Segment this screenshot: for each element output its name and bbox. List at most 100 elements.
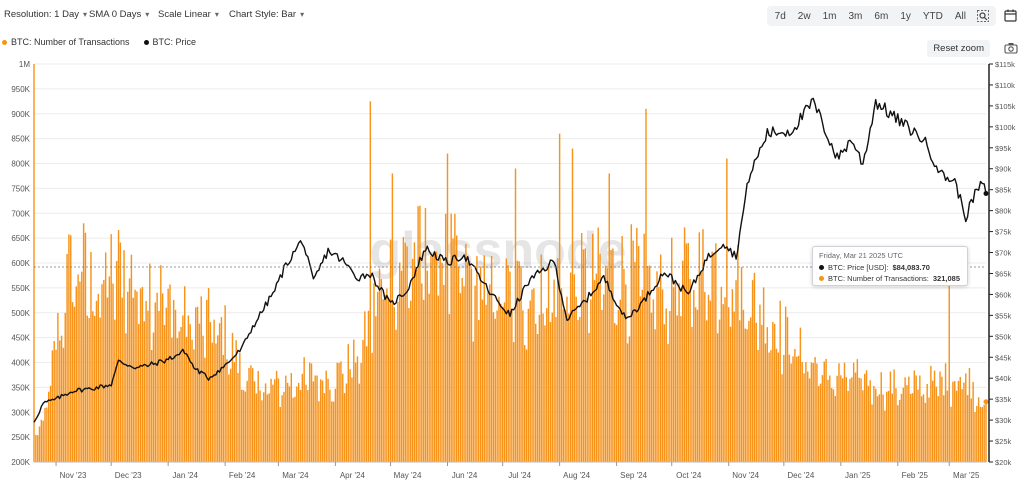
transactions-bar — [614, 323, 616, 462]
transactions-bar — [867, 385, 870, 462]
transactions-bar — [634, 261, 636, 462]
legend-item-transactions[interactable]: BTC: Number of Transactions — [2, 37, 130, 47]
scale-dropdown[interactable]: Scale Linear ▾ — [158, 9, 219, 20]
transactions-bar — [185, 336, 188, 462]
sma-label: SMA 0 Days — [89, 9, 142, 20]
transactions-bar — [779, 300, 781, 462]
transactions-bar — [566, 296, 568, 462]
transactions-bar — [292, 397, 294, 462]
transactions-bar — [579, 316, 581, 462]
y-axis-right: $115k $110k $105k $100k $95k $90k $85k $80k $75k… — [988, 60, 1016, 467]
transactions-bar — [693, 289, 695, 462]
range-3m-button[interactable]: 3m — [848, 10, 863, 22]
transactions-bar — [240, 389, 243, 462]
transactions-bar — [852, 362, 855, 462]
y-right-tick-label: $70k — [995, 249, 1012, 258]
transactions-bar — [297, 382, 300, 462]
transactions-bar — [847, 390, 849, 462]
transactions-bar — [231, 332, 234, 462]
transactions-bar — [702, 229, 704, 462]
range-7d-button[interactable]: 7d — [774, 10, 786, 22]
transactions-bar — [209, 322, 212, 462]
transactions-bar — [794, 349, 796, 462]
transactions-bar — [158, 310, 160, 462]
sma-dropdown[interactable]: SMA 0 Days ▾ — [89, 9, 149, 20]
range-all-button[interactable]: All — [954, 10, 966, 22]
transactions-bar — [707, 294, 710, 462]
transactions-bar — [729, 326, 732, 462]
y-left-tick-label: 600K — [11, 259, 30, 268]
transactions-bar — [604, 265, 607, 462]
transactions-bar — [819, 383, 822, 462]
legend-item-price[interactable]: BTC: Price — [143, 37, 196, 47]
transactions-bar — [805, 362, 807, 462]
transactions-bar — [229, 368, 232, 462]
camera-icon[interactable] — [1004, 41, 1018, 54]
transactions-bar — [900, 393, 903, 462]
range-1y-button[interactable]: 1y — [900, 10, 911, 22]
legend-dot — [2, 39, 7, 45]
transactions-bar — [33, 64, 35, 462]
transactions-bar — [630, 224, 633, 462]
transactions-bar — [869, 380, 871, 462]
transactions-bar — [689, 278, 691, 462]
transactions-bar — [411, 258, 414, 462]
transactions-bar — [270, 378, 272, 462]
transactions-bar — [365, 346, 368, 462]
transactions-bar — [954, 381, 956, 462]
transactions-bar — [106, 297, 109, 462]
range-2w-button[interactable]: 2w — [797, 10, 811, 22]
transactions-bar — [834, 395, 837, 462]
transactions-bar — [606, 268, 609, 462]
range-1m-button[interactable]: 1m — [822, 10, 837, 22]
transactions-bar — [827, 379, 829, 462]
transactions-bar — [773, 323, 776, 462]
transactions-bar — [104, 252, 107, 462]
range-6m-button[interactable]: 6m — [874, 10, 889, 22]
transactions-bar — [430, 255, 432, 462]
transactions-bar — [562, 309, 565, 462]
transactions-bar — [641, 289, 644, 462]
transactions-bar — [354, 362, 357, 462]
transactions-bar — [893, 369, 895, 462]
transactions-bar — [972, 381, 974, 462]
resolution-dropdown[interactable]: Resolution: 1 Day ▾ — [4, 9, 87, 20]
transactions-bar — [632, 240, 634, 462]
transactions-bar — [82, 223, 85, 462]
transactions-bar — [349, 369, 351, 462]
transactions-bar — [36, 435, 39, 462]
transactions-bar — [862, 390, 864, 462]
x-axis: Nov '23 Dec '23 Jan '24 Feb '24 Mar '24 Apr '… — [34, 461, 986, 480]
transactions-bar — [505, 258, 508, 462]
transactions-bar — [854, 372, 857, 462]
calendar-icon[interactable] — [1002, 7, 1018, 23]
transactions-bar — [218, 323, 221, 462]
transactions-bar — [305, 384, 307, 462]
transactions-bar — [886, 391, 888, 462]
reset-zoom-button[interactable]: Reset zoom — [927, 40, 990, 57]
range-ytd-button[interactable]: YTD — [922, 10, 943, 22]
transactions-bar — [261, 400, 263, 462]
transactions-bar — [931, 380, 934, 462]
transactions-bar — [248, 367, 250, 462]
transactions-bar — [125, 333, 127, 462]
transactions-bar — [259, 390, 261, 462]
chart-style-dropdown[interactable]: Chart Style: Bar ▾ — [229, 9, 304, 20]
transactions-bar — [533, 288, 535, 462]
transactions-bar — [187, 315, 190, 462]
transactions-bar — [463, 286, 465, 462]
transactions-bar — [580, 232, 583, 462]
transactions-bar — [101, 284, 103, 462]
transactions-bar — [865, 370, 868, 462]
transactions-bar — [841, 378, 844, 462]
transactions-bar — [663, 324, 666, 462]
transactions-bar — [224, 305, 226, 462]
transactions-bar — [70, 235, 72, 462]
zoom-select-icon[interactable] — [975, 9, 991, 23]
transactions-bar — [792, 356, 794, 462]
transactions-bar — [286, 382, 289, 462]
transactions-bar — [321, 380, 324, 462]
crosshair-price-point — [983, 191, 989, 197]
transactions-bar — [474, 285, 476, 462]
